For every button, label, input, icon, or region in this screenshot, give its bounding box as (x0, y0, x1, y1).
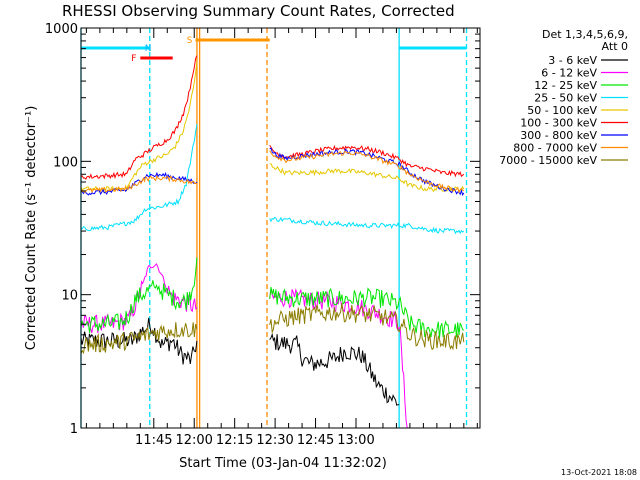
legend-label: 3 - 6 keV (548, 54, 597, 67)
legend-header: Det 1,3,4,5,6,9, (542, 28, 628, 41)
x-tick-label: 12:30 (256, 433, 293, 448)
legend-label: 25 - 50 keV (534, 92, 597, 105)
series-line-3-0 (80, 124, 198, 232)
y-tick-label: 1000 (45, 22, 78, 37)
series-line-0-0 (80, 317, 198, 365)
legend-label: 50 - 100 keV (527, 104, 597, 117)
series-line-4-1 (269, 163, 465, 193)
series-line-5-0 (80, 55, 198, 180)
series-line-8-1 (269, 303, 465, 351)
y-axis: 1 10 100 1000 (45, 22, 480, 437)
footer-date: 13-Oct-2021 18:08 (561, 468, 637, 477)
chart-title: RHESSI Observing Summary Count Rates, Co… (62, 2, 455, 20)
flag-bars: FN S (131, 36, 270, 64)
flag-label-S: S (187, 36, 193, 46)
legend-label: 6 - 12 keV (541, 67, 597, 80)
y-axis-label: Corrected Count Rate (s⁻¹ detector⁻¹) (24, 106, 39, 351)
series-line-2-1 (269, 287, 465, 339)
night-markers (80, 28, 468, 428)
plot-frame (80, 27, 481, 429)
y-tick-label: 1 (70, 422, 78, 437)
legend-header: Att 0 (602, 40, 628, 53)
data-series (80, 55, 465, 429)
y-tick-label: 10 (61, 289, 78, 304)
legend-label: 100 - 300 keV (520, 117, 597, 130)
x-tick-label: 12:45 (297, 433, 334, 448)
legend-label: 12 - 25 keV (534, 79, 597, 92)
series-line-7-1 (269, 150, 465, 194)
series-line-0-1 (269, 332, 400, 406)
series-line-3-1 (269, 216, 465, 235)
y-tick-label: 100 (53, 155, 78, 170)
x-axis-label: Start Time (03-Jan-04 11:32:02) (179, 456, 387, 471)
x-tick-label: 13:00 (337, 433, 374, 448)
flag-label-N: N (145, 44, 152, 54)
series-line-8-0 (80, 322, 198, 355)
x-axis: 11:45 12:00 12:15 12:30 12:45 13:00 (85, 28, 478, 448)
flag-label-F: F (131, 54, 136, 64)
legend-label: 800 - 7000 keV (513, 142, 597, 155)
x-tick-label: 12:00 (175, 433, 212, 448)
x-tick-label: 12:15 (216, 433, 253, 448)
x-tick-label: 11:45 (135, 433, 172, 448)
legend-label: 300 - 800 keV (520, 129, 597, 142)
legend-label: 7000 - 15000 keV (499, 154, 597, 167)
series-line-7-0 (80, 174, 198, 194)
series-line-6-0 (80, 171, 198, 196)
series-line-4-0 (80, 61, 198, 193)
series-line-5-1 (269, 144, 465, 178)
series-line-2-0 (80, 257, 198, 334)
